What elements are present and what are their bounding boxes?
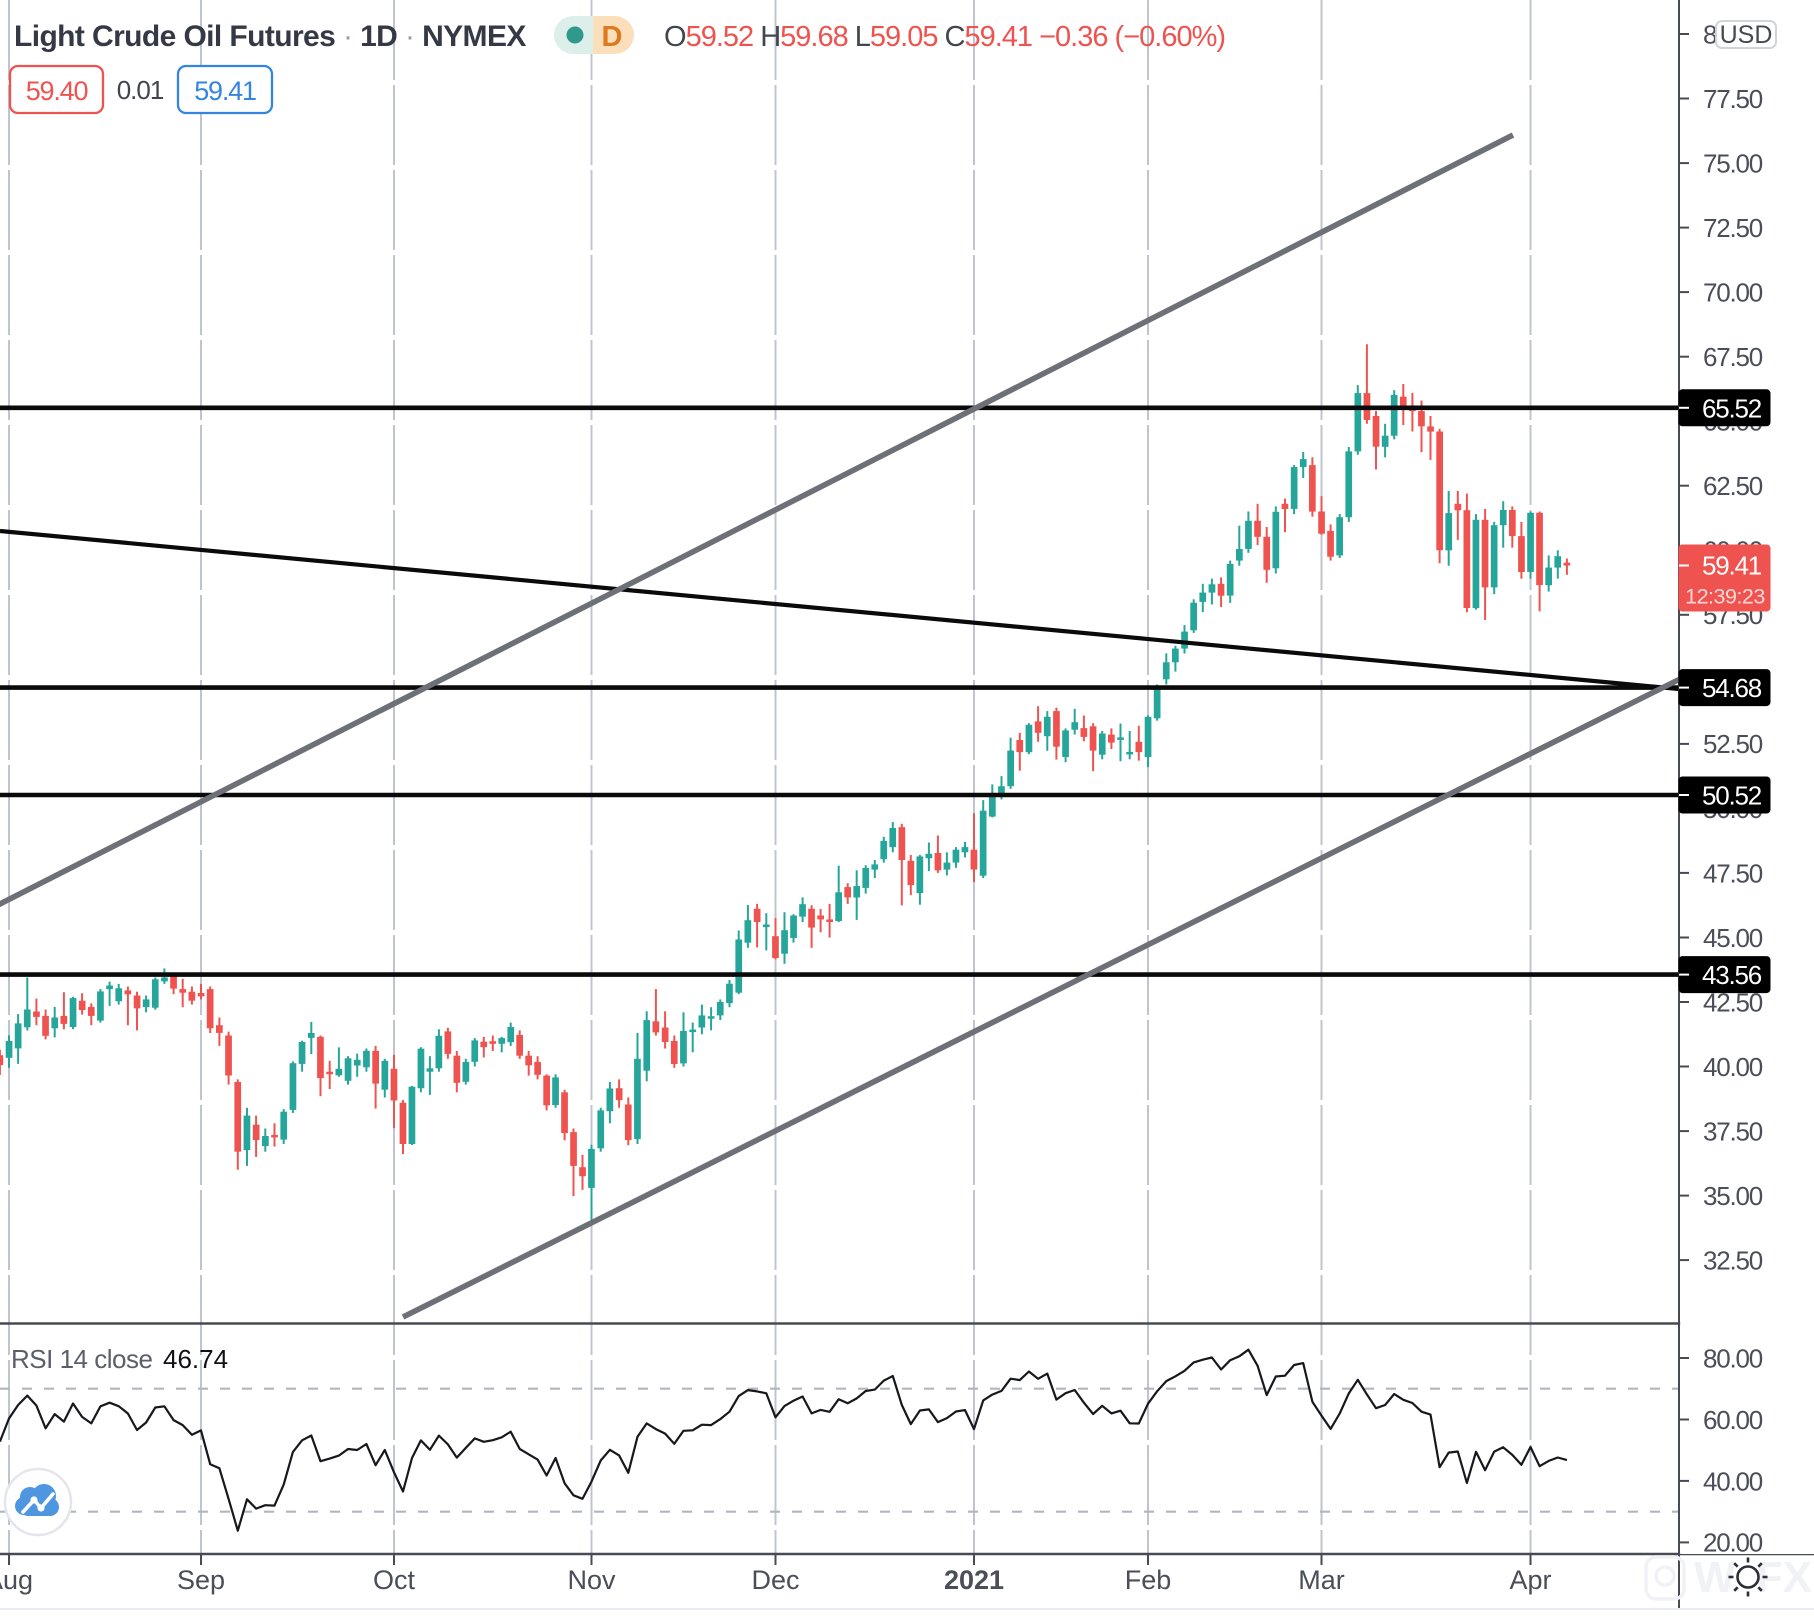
svg-text:52.50: 52.50	[1703, 729, 1763, 759]
svg-text:67.50: 67.50	[1703, 342, 1763, 372]
svg-text:65.52: 65.52	[1702, 393, 1762, 423]
svg-text:RSI 14 close: RSI 14 close	[11, 1344, 152, 1374]
svg-text:35.00: 35.00	[1703, 1181, 1763, 1211]
svg-text:54.68: 54.68	[1702, 673, 1762, 703]
svg-text:Sep: Sep	[177, 1565, 225, 1595]
svg-text:50.52: 50.52	[1702, 781, 1762, 811]
svg-text:Light Crude Oil Futures · 1D ·: Light Crude Oil Futures · 1D · NYMEX	[14, 20, 526, 53]
svg-text:72.50: 72.50	[1703, 213, 1763, 243]
svg-text:37.50: 37.50	[1703, 1116, 1763, 1146]
svg-text:70.00: 70.00	[1703, 278, 1763, 308]
svg-text:59.40: 59.40	[26, 76, 88, 106]
svg-text:45.00: 45.00	[1703, 923, 1763, 953]
svg-text:USD: USD	[1720, 21, 1773, 49]
svg-text:40.00: 40.00	[1703, 1052, 1763, 1082]
svg-text:20.00: 20.00	[1703, 1528, 1763, 1558]
svg-text:Nov: Nov	[567, 1565, 616, 1595]
svg-text:D: D	[602, 21, 623, 53]
svg-text:Aug: Aug	[0, 1565, 33, 1595]
svg-text:32.50: 32.50	[1703, 1246, 1763, 1276]
svg-text:Feb: Feb	[1125, 1565, 1172, 1595]
svg-text:59.41: 59.41	[194, 76, 256, 106]
svg-text:60.00: 60.00	[1703, 1405, 1763, 1435]
svg-text:O59.52 H59.68 L59.05 C59.41 −0: O59.52 H59.68 L59.05 C59.41 −0.36 (−0.60…	[664, 21, 1225, 53]
svg-text:Oct: Oct	[373, 1565, 416, 1595]
svg-text:Mar: Mar	[1298, 1565, 1345, 1595]
svg-text:Dec: Dec	[751, 1565, 799, 1595]
svg-text:Apr: Apr	[1509, 1565, 1551, 1595]
svg-text:40.00: 40.00	[1703, 1466, 1763, 1496]
svg-text:2021: 2021	[944, 1565, 1004, 1595]
svg-text:43.56: 43.56	[1702, 960, 1762, 990]
svg-text:59.41: 59.41	[1702, 551, 1762, 581]
svg-text:46.74: 46.74	[163, 1344, 228, 1374]
svg-text:62.50: 62.50	[1703, 471, 1763, 501]
svg-text:77.50: 77.50	[1703, 84, 1763, 114]
svg-text:75.00: 75.00	[1703, 148, 1763, 178]
svg-text:80.00: 80.00	[1703, 1343, 1763, 1373]
svg-text:47.50: 47.50	[1703, 858, 1763, 888]
svg-text:0.01: 0.01	[117, 75, 164, 105]
svg-text:W FX: W FX	[1694, 1553, 1812, 1602]
svg-text:12:39:23: 12:39:23	[1685, 585, 1765, 609]
